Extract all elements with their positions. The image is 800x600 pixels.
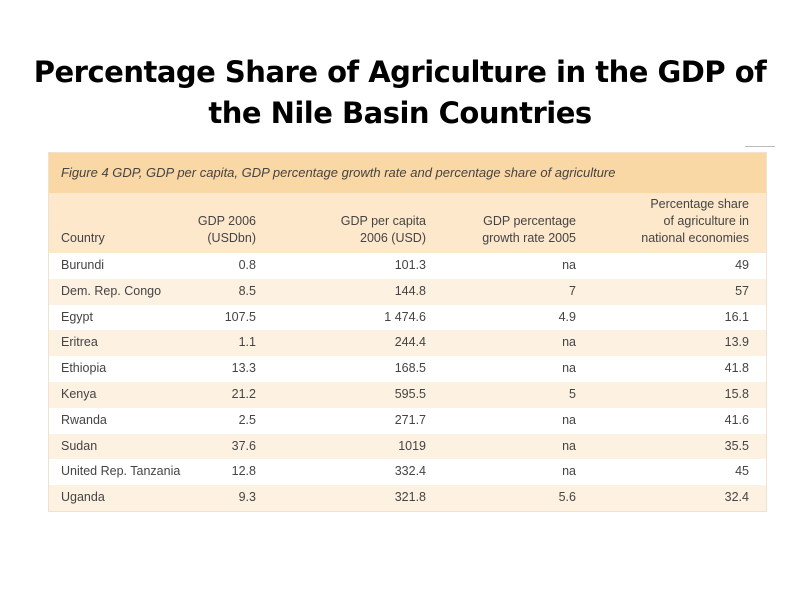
cell-country: Ethiopia	[61, 361, 107, 376]
gdp-table: Figure 4 GDP, GDP per capita, GDP percen…	[48, 152, 767, 512]
table-row: Eritrea 1.1 244.4 na 13.9	[49, 330, 766, 357]
cell-country: Rwanda	[61, 412, 107, 427]
table-row: Egypt 107.5 1 474.6 4.9 16.1	[49, 305, 766, 331]
cell-growth-rate: 4.9	[558, 309, 576, 324]
table-caption: Figure 4 GDP, GDP per capita, GDP percen…	[49, 153, 766, 193]
cell-agriculture-share: 15.8	[724, 386, 749, 401]
cell-growth-rate: na	[562, 438, 576, 453]
cell-country: Uganda	[61, 490, 105, 505]
cell-gdp-2006: 21.2	[231, 386, 256, 401]
cell-growth-rate: na	[562, 412, 576, 427]
cell-gdp-per-capita: 321.8	[394, 490, 426, 505]
table-row: Ethiopia 13.3 168.5 na 41.8	[49, 356, 766, 382]
cell-growth-rate: 7	[569, 283, 576, 298]
cell-country: Egypt	[61, 309, 93, 324]
slide-title: Percentage Share of Agriculture in the G…	[0, 52, 800, 134]
cell-agriculture-share: 45	[735, 464, 749, 479]
cell-gdp-per-capita: 1019	[398, 438, 426, 453]
cell-growth-rate: 5	[569, 386, 576, 401]
cell-gdp-2006: 2.5	[238, 412, 256, 427]
divider	[745, 146, 775, 147]
cell-growth-rate: na	[562, 335, 576, 350]
cell-agriculture-share: 41.8	[724, 361, 749, 376]
header-gdp-per-capita: GDP per capita 2006 (USD)	[340, 214, 426, 245]
header-growth-rate: GDP percentage growth rate 2005	[482, 214, 576, 245]
cell-agriculture-share: 13.9	[724, 335, 749, 350]
cell-gdp-per-capita: 144.8	[394, 283, 426, 298]
cell-gdp-2006: 13.3	[231, 361, 256, 376]
table-row: Dem. Rep. Congo 8.5 144.8 7 57	[49, 278, 766, 305]
cell-gdp-per-capita: 1 474.6	[384, 309, 426, 324]
table-row: Rwanda 2.5 271.7 na 41.6	[49, 408, 766, 434]
cell-country: Sudan	[61, 438, 98, 453]
header-country: Country	[61, 231, 105, 245]
cell-gdp-per-capita: 101.3	[394, 258, 426, 272]
cell-agriculture-share: 41.6	[724, 412, 749, 427]
cell-country: Kenya	[61, 386, 97, 401]
table-header-row: Country GDP 2006 (USDbn) GDP per capita …	[49, 193, 766, 253]
cell-agriculture-share: 57	[735, 283, 749, 298]
header-agriculture-share: Percentage share of agriculture in natio…	[641, 197, 749, 245]
cell-growth-rate: na	[562, 258, 576, 272]
cell-gdp-per-capita: 168.5	[394, 361, 426, 376]
cell-agriculture-share: 16.1	[724, 309, 749, 324]
table-row: Kenya 21.2 595.5 5 15.8	[49, 381, 766, 408]
cell-gdp-per-capita: 595.5	[394, 386, 426, 401]
cell-growth-rate: na	[562, 361, 576, 376]
cell-agriculture-share: 49	[735, 258, 749, 272]
header-gdp-2006: GDP 2006 (USDbn)	[197, 214, 256, 245]
cell-gdp-per-capita: 332.4	[394, 464, 426, 479]
cell-country: Burundi	[61, 258, 105, 272]
cell-agriculture-share: 32.4	[724, 490, 749, 505]
cell-gdp-2006: 9.3	[238, 490, 256, 505]
cell-country: Eritrea	[61, 335, 98, 350]
cell-growth-rate: 5.6	[558, 490, 576, 505]
table-row: United Rep. Tanzania 12.8 332.4 na 45	[49, 459, 766, 485]
slide-title-line-2: the Nile Basin Countries	[208, 96, 592, 130]
cell-gdp-2006: 0.8	[238, 258, 256, 272]
cell-growth-rate: na	[562, 464, 576, 479]
cell-gdp-2006: 37.6	[231, 438, 256, 453]
table-row: Uganda 9.3 321.8 5.6 32.4	[49, 485, 766, 511]
table-row: Burundi 0.8 101.3 na 49	[49, 253, 766, 279]
cell-country: Dem. Rep. Congo	[61, 283, 162, 298]
cell-gdp-2006: 8.5	[238, 283, 256, 298]
cell-gdp-2006: 12.8	[231, 464, 256, 479]
cell-agriculture-share: 35.5	[724, 438, 749, 453]
cell-gdp-2006: 1.1	[238, 335, 256, 350]
table-row: Sudan 37.6 1019 na 35.5	[49, 433, 766, 460]
cell-gdp-per-capita: 271.7	[394, 412, 426, 427]
slide-title-line-1: Percentage Share of Agriculture in the G…	[33, 55, 767, 89]
cell-gdp-per-capita: 244.4	[394, 335, 426, 350]
cell-country: United Rep. Tanzania	[61, 464, 181, 479]
cell-gdp-2006: 107.5	[224, 309, 256, 324]
